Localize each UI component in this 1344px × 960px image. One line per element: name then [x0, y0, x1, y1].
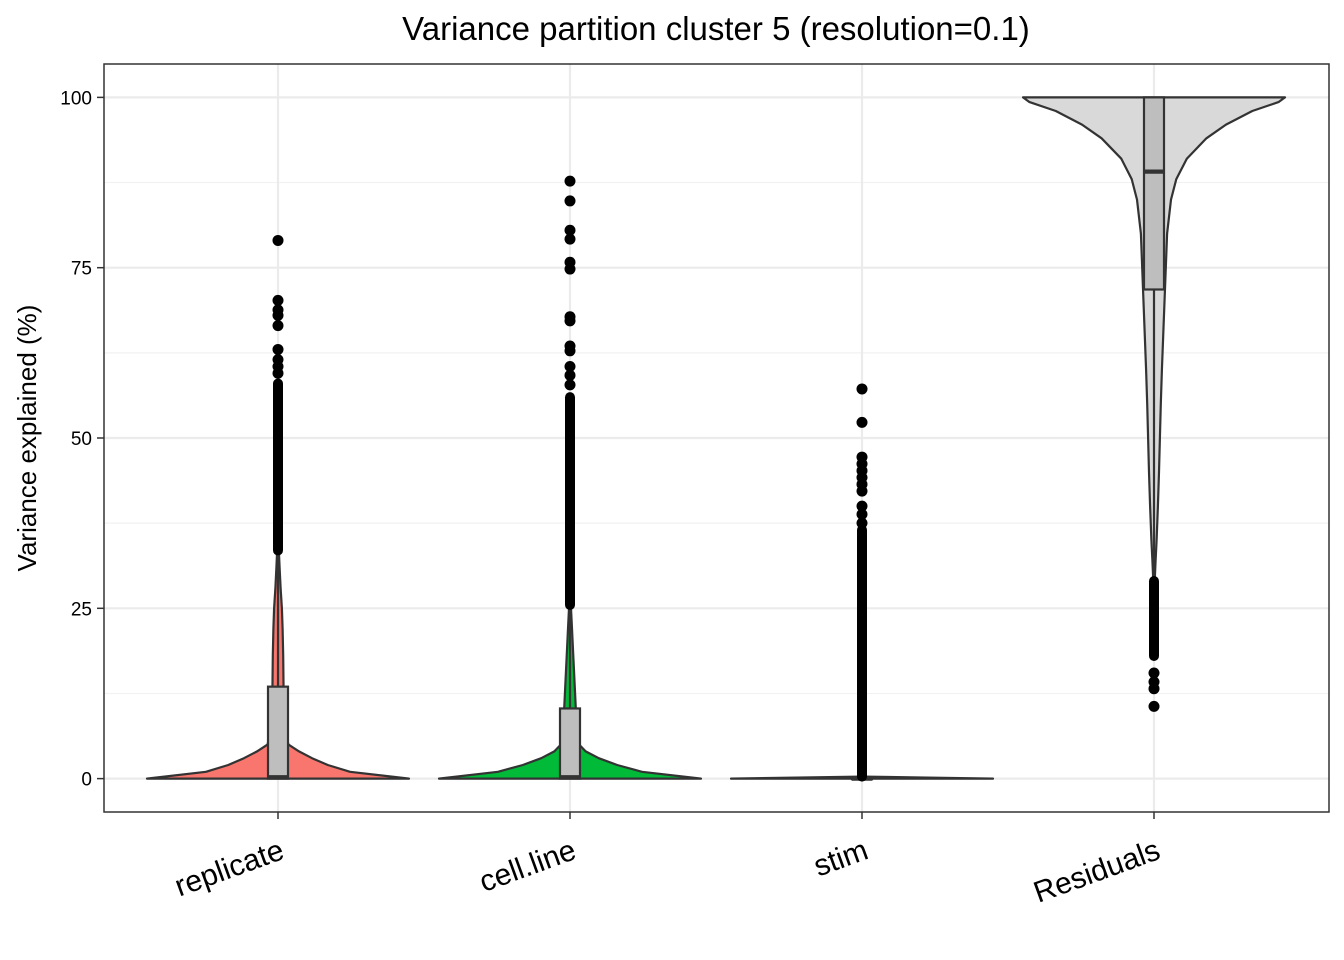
outlier-point — [856, 508, 868, 520]
outlier-point — [856, 517, 868, 529]
outlier-point — [856, 485, 868, 497]
outlier-point — [1148, 700, 1160, 712]
outlier-point — [856, 383, 868, 395]
box-replicate — [266, 685, 290, 780]
outlier-point — [272, 234, 284, 246]
outlier-point — [856, 416, 868, 428]
outlier-point — [1148, 683, 1160, 695]
outlier-point — [272, 343, 284, 355]
outlier-point — [564, 379, 576, 391]
outlier-point — [272, 367, 284, 379]
outlier-point — [1148, 667, 1160, 679]
box-cell.line — [558, 707, 582, 780]
outlier-band — [857, 524, 867, 782]
outlier-point — [564, 315, 576, 327]
outlier-point — [272, 294, 284, 306]
outlier-band — [1149, 576, 1159, 661]
y-tick-label: 50 — [71, 429, 92, 450]
outlier-point — [564, 360, 576, 372]
outlier-point — [564, 224, 576, 236]
outlier-point — [272, 320, 284, 332]
y-tick-label: 25 — [71, 599, 92, 620]
x-tick-label-Residuals: Residuals — [1029, 834, 1164, 910]
chart-title: Variance partition cluster 5 (resolution… — [402, 10, 1030, 47]
outlier-point — [564, 195, 576, 207]
outlier-point — [564, 369, 576, 381]
outlier-point — [564, 345, 576, 357]
outlier-point — [564, 175, 576, 187]
x-tick-label-cell.line: cell.line — [475, 834, 580, 899]
outlier-band — [565, 392, 575, 610]
y-tick-label: 100 — [60, 88, 92, 109]
outlier-band — [273, 378, 283, 556]
outlier-point — [272, 309, 284, 321]
x-tick-label-replicate: replicate — [171, 834, 289, 904]
outlier-point — [564, 263, 576, 275]
outlier-point — [564, 233, 576, 245]
outlier-point — [856, 500, 868, 512]
y-axis-title: Variance explained (%) — [12, 305, 42, 572]
y-tick-label: 75 — [71, 259, 92, 280]
y-tick-label: 0 — [81, 770, 92, 791]
x-tick-label-stim: stim — [809, 834, 872, 884]
box-Residuals — [1142, 96, 1166, 291]
